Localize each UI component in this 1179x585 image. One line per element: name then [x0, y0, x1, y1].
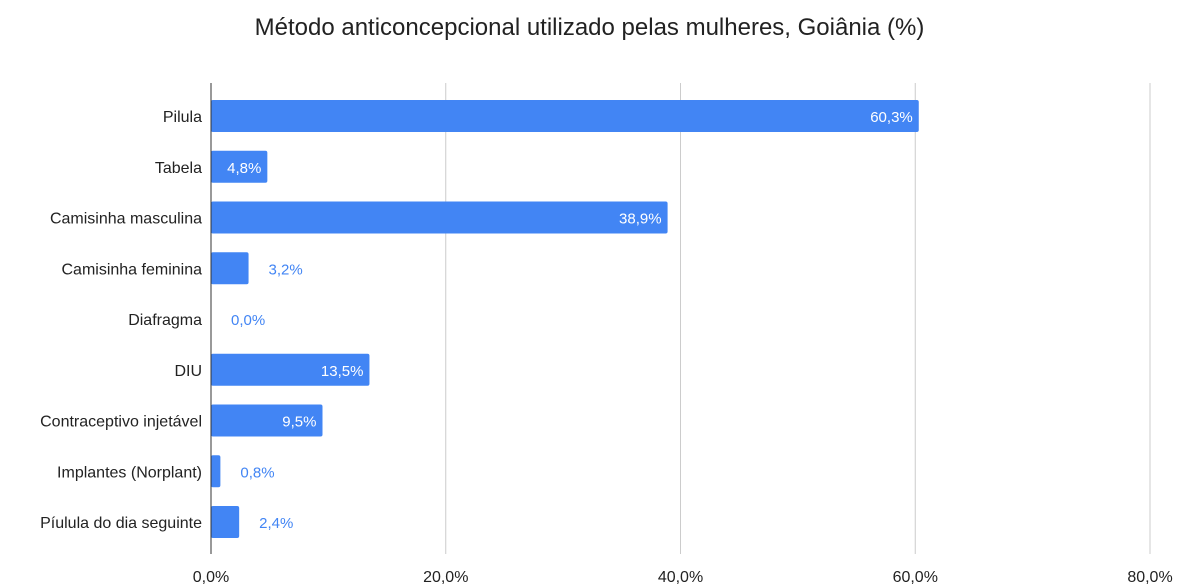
- data-labels: 60,3% 4,8% 38,9% 3,2% 0,0% 13,5% 9,5% 0,8% 2,4%: [227, 109, 913, 532]
- x-tick-labels: 0,0% 20,0% 40,0% 60,0% 80,0%: [193, 569, 1173, 585]
- gridlines: [445, 83, 1151, 554]
- category-label: Pilula: [163, 109, 202, 126]
- category-label: Tabela: [155, 160, 202, 177]
- chart-title: Método anticoncepcional utilizado pelas …: [254, 14, 925, 41]
- bar: [211, 455, 221, 488]
- bar: [211, 404, 323, 437]
- data-label: 13,5%: [321, 363, 364, 380]
- x-tick-label: 0,0%: [193, 569, 229, 585]
- bar: [211, 252, 249, 285]
- category-label: Camisinha feminina: [61, 261, 202, 278]
- bar: [211, 150, 268, 183]
- data-label: 4,8%: [227, 160, 261, 177]
- bar: [211, 100, 919, 132]
- data-label: 2,4%: [259, 515, 293, 532]
- category-label: Implantes (Norplant): [57, 464, 202, 481]
- data-label: 0,8%: [240, 464, 274, 481]
- category-label: Contraceptivo injetável: [40, 414, 202, 431]
- data-label: 9,5%: [282, 414, 316, 431]
- bar: [211, 353, 370, 386]
- category-labels: Pilula Tabela Camisinha masculina Camisinha…: [40, 109, 202, 532]
- category-label: Píulula do dia seguinte: [40, 515, 202, 532]
- x-tick-label: 60,0%: [893, 569, 938, 585]
- data-label: 0,0%: [231, 312, 265, 329]
- x-tick-label: 80,0%: [1127, 569, 1172, 585]
- data-label: 3,2%: [269, 261, 303, 278]
- x-tick-label: 40,0%: [658, 569, 703, 585]
- bar: [211, 201, 668, 234]
- bars: [211, 100, 919, 538]
- x-tick-label: 20,0%: [423, 569, 468, 585]
- category-label: DIU: [174, 363, 202, 380]
- category-label: Diafragma: [128, 312, 202, 329]
- category-label: Camisinha masculina: [50, 211, 202, 228]
- bar: [211, 506, 240, 538]
- data-label: 38,9%: [619, 211, 662, 228]
- data-label: 60,3%: [870, 109, 913, 126]
